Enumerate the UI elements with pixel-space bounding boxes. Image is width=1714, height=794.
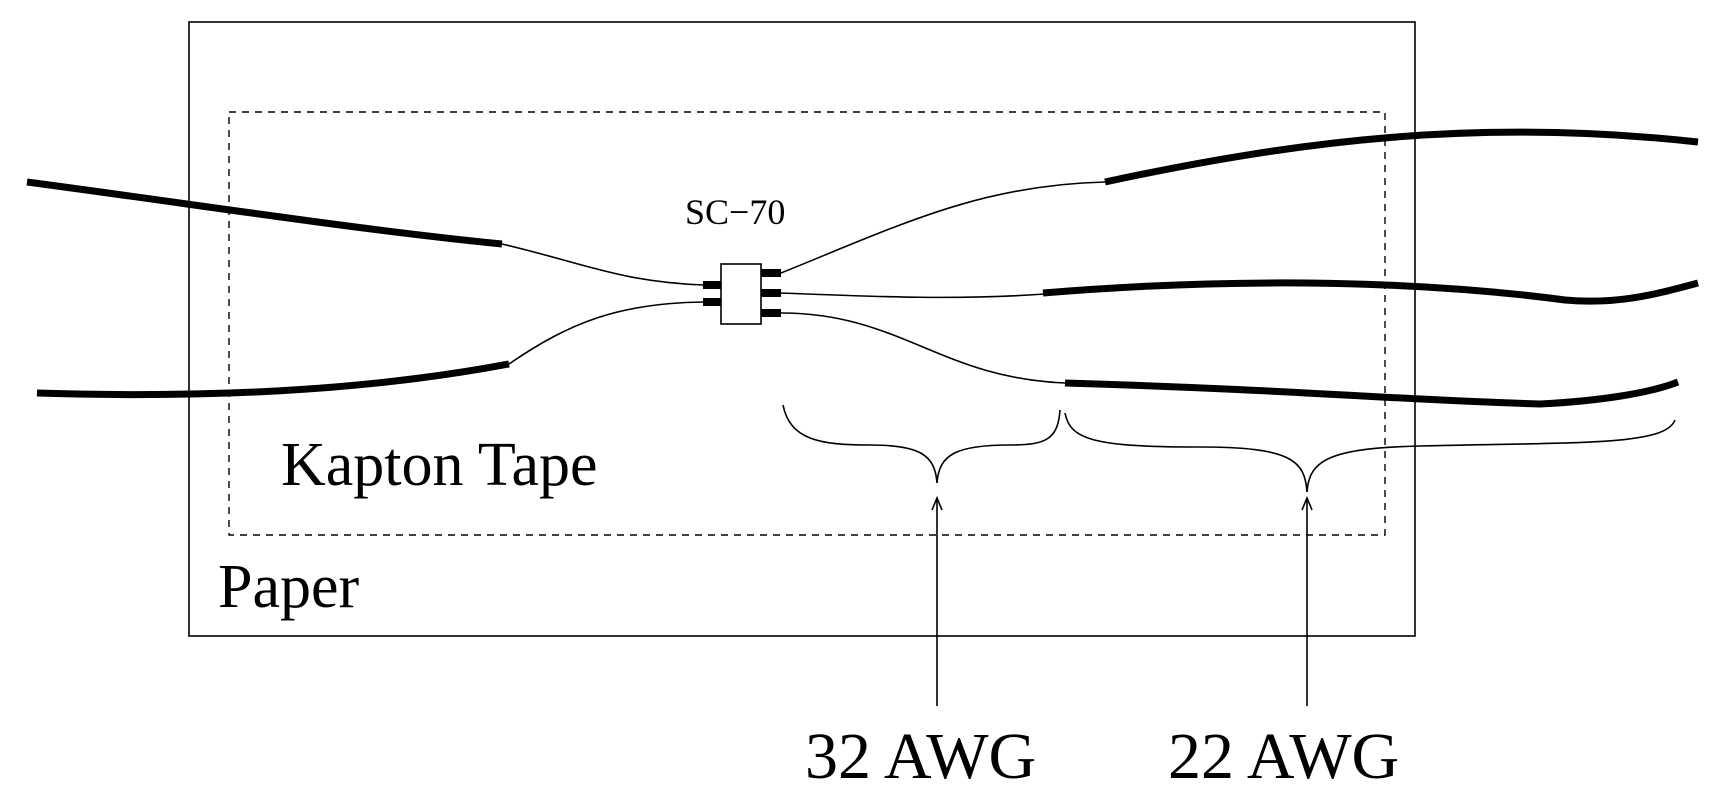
wire-32awg-label: 32 AWG [805,720,1036,793]
right-thin-wire-upper [780,181,1106,274]
brace-22awg [1064,412,1676,493]
right-thin-wire-middle [780,292,1046,299]
paper-label: Paper [218,553,360,621]
package-pin-left-1 [703,281,721,289]
package-pin-right-1 [761,269,781,277]
arrow-22awg-head [1301,495,1313,511]
kapton-tape-outline [228,111,1386,536]
right-thick-wire-lower [1064,378,1680,408]
package-pin-right-2 [761,289,781,297]
kapton-tape-label: Kapton Tape [281,431,597,499]
wire-22awg-label: 22 AWG [1168,720,1399,793]
right-thick-wire-upper [1104,128,1699,186]
left-thin-wire-lower [508,301,705,365]
right-thin-wire-lower [780,312,1066,384]
paper-outline [188,21,1416,637]
right-thick-wire-middle [1042,279,1699,305]
sc70-package [720,263,762,325]
arrow-32awg-head [931,495,943,511]
left-thick-wire-lower [36,360,510,399]
left-thin-wire-upper [501,243,705,286]
package-pin-right-3 [761,309,781,317]
package-pin-left-2 [703,298,721,306]
brace-32awg [782,404,1061,484]
left-thick-wire-upper [26,178,503,248]
package-label: SC−70 [685,192,785,232]
